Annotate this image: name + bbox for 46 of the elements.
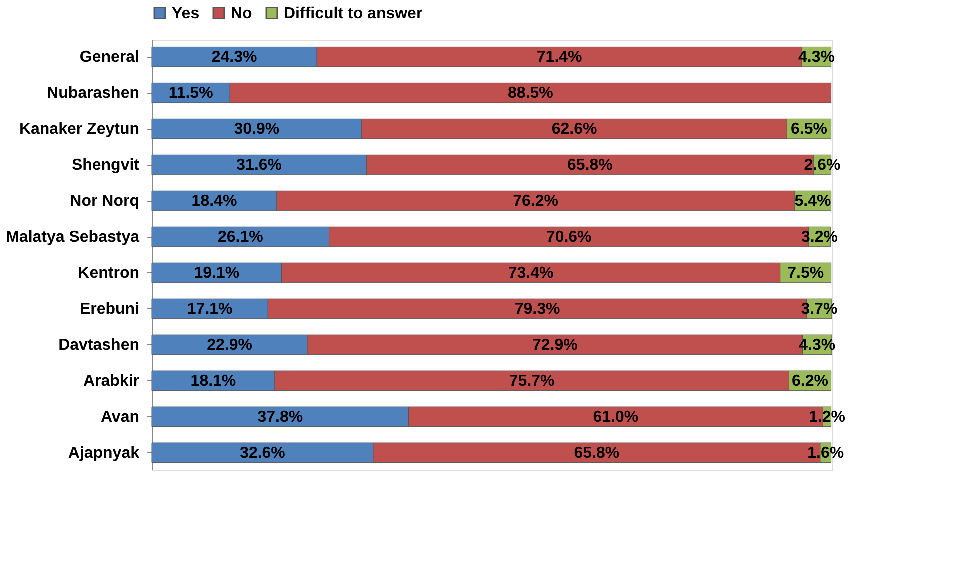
y-tick-label: Kanaker Zeytun [19,121,140,138]
data-label: 79.3% [514,300,560,318]
data-label: 37.8% [258,408,304,426]
data-label: 30.9% [234,121,280,138]
y-tick-label: Davtashen [58,336,140,354]
data-label: 1.2% [809,408,846,426]
data-label: 17.1% [187,300,233,318]
data-label: 88.5% [508,85,554,102]
data-label: 2.6% [804,157,841,174]
y-tick-label: Kentron [78,264,140,282]
y-tick-label: Arabkir [83,372,140,390]
y-tick-label: Shengvit [72,157,140,174]
data-label: 65.8% [567,157,613,174]
data-label: 11.5% [168,85,214,102]
y-tick-label: Nor Norq [70,193,140,210]
data-label: 24.3% [212,49,258,66]
data-label: 22.9% [207,336,252,354]
data-label: 18.4% [192,193,238,210]
data-label: 71.4% [536,49,582,66]
data-label: 72.9% [532,336,578,354]
data-label: 7.5% [788,264,824,282]
legend-label: Yes [172,5,200,22]
y-tick-label: Ajapnyak [68,444,140,462]
data-label: 18.1% [190,372,236,390]
data-label: 1.6% [808,444,844,462]
legend-label: No [231,5,253,22]
data-label: 5.4% [794,193,832,210]
data-label: 65.8% [574,444,620,462]
data-label: 75.7% [509,372,555,390]
data-label: 76.2% [513,193,559,210]
data-label: 6.2% [792,372,828,390]
y-tick-label: Nubarashen [47,85,140,102]
data-label: 26.1% [218,229,264,246]
data-label: 70.6% [546,229,592,246]
y-tick-label: Avan [100,408,140,426]
data-label: 61.0% [593,408,639,426]
data-label: 32.6% [240,444,286,462]
data-label: 62.6% [552,121,598,138]
data-label: 19.1% [194,264,240,282]
legend-label: Difficult to answer [284,5,423,22]
y-tick-label: Malatya Sebastya [6,229,140,246]
data-label: 73.4% [508,264,554,282]
data-label: 31.6% [236,157,282,174]
y-tick-label: Erebuni [80,300,140,318]
data-label: 6.5% [791,121,828,138]
y-tick-label: General [80,49,140,66]
